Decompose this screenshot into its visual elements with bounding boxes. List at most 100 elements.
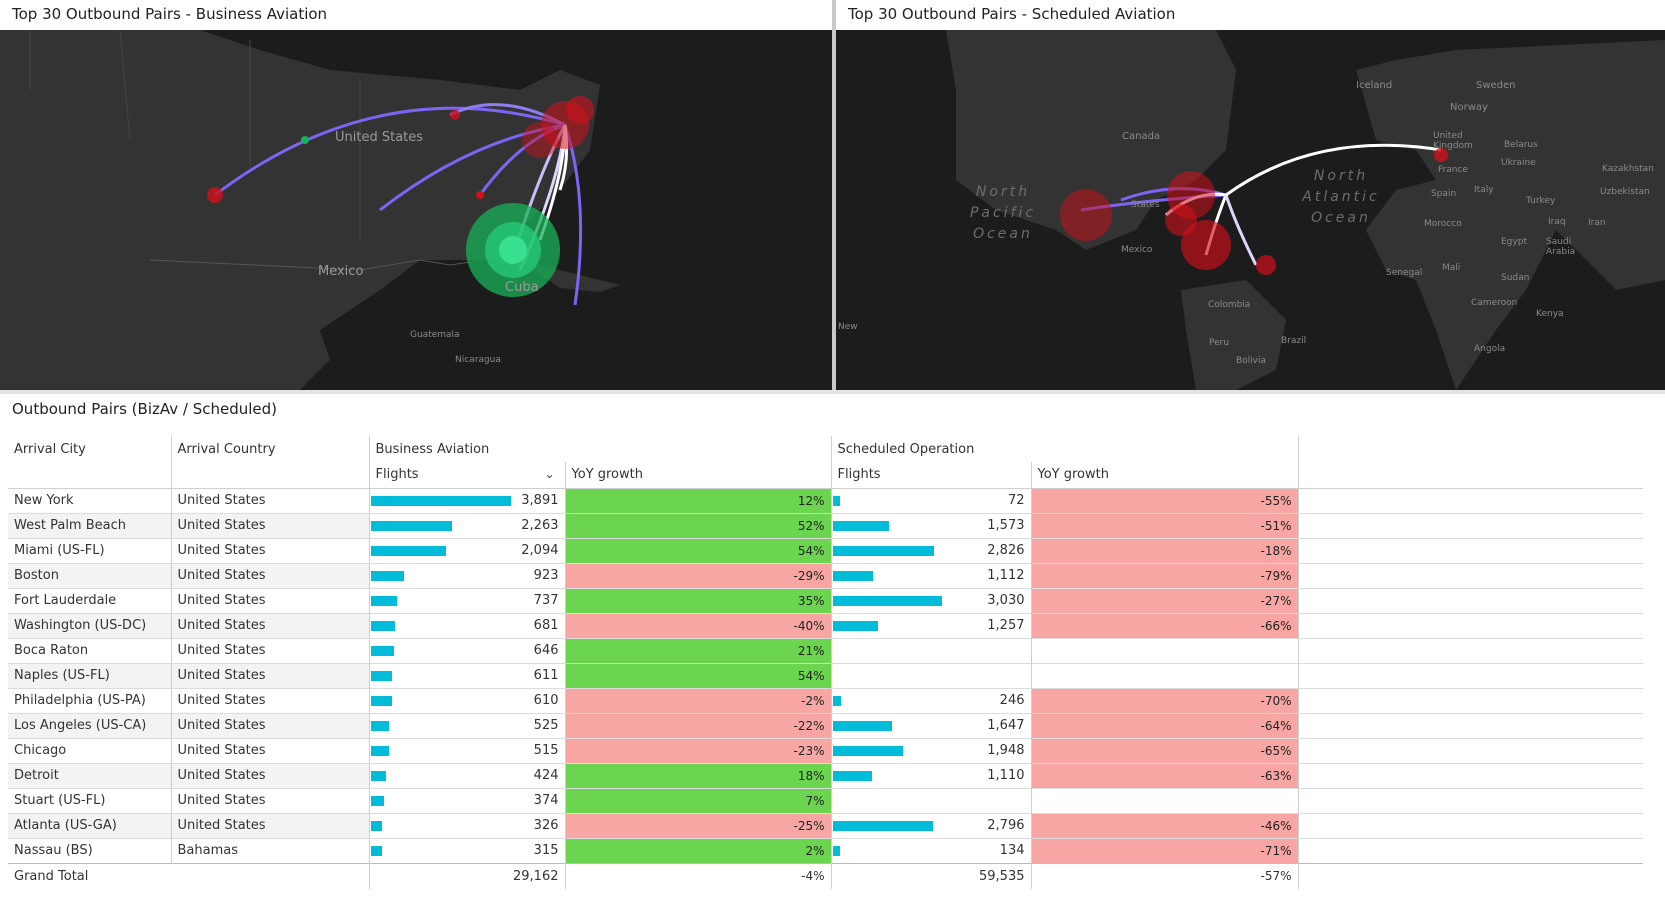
biz-yoy-cell: -2% xyxy=(564,688,831,713)
header-sch-flights[interactable]: Flights xyxy=(830,462,1031,489)
biz-flights-value: 681 xyxy=(533,618,559,633)
scheduled-map[interactable]: Iceland Sweden Norway Canada United King… xyxy=(836,30,1665,390)
map-label-italy: Italy xyxy=(1474,185,1494,195)
sch-flights-cell: 1,647 xyxy=(830,713,1031,738)
arrival-city-cell[interactable]: New York xyxy=(14,493,74,508)
sch-yoy-cell: -79% xyxy=(1030,563,1298,588)
biz-flights-cell: 374 xyxy=(368,788,565,813)
arrival-city-cell[interactable]: Washington (US-DC) xyxy=(8,613,171,638)
row-spacer xyxy=(1297,738,1643,763)
arrival-city-cell[interactable]: Stuart (US-FL) xyxy=(14,793,106,808)
arrival-city-cell[interactable]: Miami (US-FL) xyxy=(14,543,105,558)
arrival-country-cell: United States xyxy=(170,513,369,538)
grand-total-label: Grand Total xyxy=(8,862,369,889)
biz-yoy-cell: -40% xyxy=(564,613,831,638)
biz-flights-cell: 2,094 xyxy=(368,538,565,563)
biz-flights-bar xyxy=(370,745,390,756)
table-row[interactable]: Nassau (BS) Bahamas 315 2% 134 -71% xyxy=(8,838,1643,863)
biz-yoy-cell: 21% xyxy=(564,638,831,663)
map-label-ukraine: Ukraine xyxy=(1501,158,1536,168)
sch-flights-bar xyxy=(832,695,842,706)
biz-flights-bar xyxy=(370,595,398,606)
row-spacer xyxy=(1297,638,1643,663)
sch-flights-value: 1,948 xyxy=(987,743,1025,758)
table-row[interactable]: Boston United States 923 -29% 1,112 -79% xyxy=(8,563,1643,588)
table-row[interactable]: Stuart (US-FL) United States 374 7% xyxy=(8,788,1643,813)
row-spacer xyxy=(1297,763,1643,788)
sch-flights-value: 2,796 xyxy=(987,818,1025,833)
header-arrival-country[interactable]: Arrival Country xyxy=(170,436,369,462)
arrival-country-cell: United States xyxy=(170,688,369,713)
header-spacer-2 xyxy=(1297,462,1643,489)
biz-yoy-cell: 54% xyxy=(564,538,831,563)
section-separator xyxy=(0,390,1665,394)
arrival-city-cell[interactable]: West Palm Beach xyxy=(8,513,171,538)
sch-yoy-cell: -63% xyxy=(1030,763,1298,788)
arrival-city-cell[interactable]: Fort Lauderdale xyxy=(14,593,117,608)
table-row[interactable]: Boca Raton United States 646 21% xyxy=(8,638,1643,663)
header-sch-yoy[interactable]: YoY growth xyxy=(1030,462,1298,489)
biz-yoy-cell: 35% xyxy=(564,588,831,613)
row-spacer xyxy=(1297,688,1643,713)
arrival-city-cell[interactable]: Boston xyxy=(8,563,171,588)
biz-flights-bar xyxy=(370,645,394,656)
biz-flights-value: 424 xyxy=(533,768,559,783)
arrival-country-cell: United States xyxy=(170,563,369,588)
arrival-city-cell[interactable]: Nassau (BS) xyxy=(14,843,93,858)
table-row[interactable]: Fort Lauderdale United States 737 35% 3,030-… xyxy=(8,588,1643,613)
table-row[interactable]: Atlanta (US-GA) United States 326 -25% 2,796… xyxy=(8,813,1643,838)
map-label-brazil: Brazil xyxy=(1281,336,1307,346)
sch-flights-bar xyxy=(832,570,873,581)
biz-flights-bar xyxy=(370,670,393,681)
sch-flights-cell: 1,948 xyxy=(830,738,1031,763)
map-label-uzbekistan: Uzbekistan xyxy=(1600,187,1650,197)
table-row[interactable]: Philadelphia (US-PA) United States 610 -2% 2… xyxy=(8,688,1643,713)
map-label-mexico: Mexico xyxy=(318,264,364,279)
header-business-aviation[interactable]: Business Aviation xyxy=(368,436,831,462)
arrival-country-cell: Bahamas xyxy=(170,838,369,863)
table-row[interactable]: Washington (US-DC) United States 681 -40% 1,… xyxy=(8,613,1643,638)
table-row[interactable]: Miami (US-FL) United States 2,094 54% 2,826-… xyxy=(8,538,1643,563)
map-label-guatemala: Guatemala xyxy=(410,330,460,340)
biz-yoy-cell: -29% xyxy=(564,563,831,588)
biz-yoy-cell: -23% xyxy=(564,738,831,763)
row-spacer xyxy=(1297,588,1643,613)
arrival-city-cell[interactable]: Naples (US-FL) xyxy=(8,663,171,688)
sch-flights-cell: 134 xyxy=(830,838,1031,863)
biz-flights-cell: 681 xyxy=(368,613,565,638)
sch-yoy-cell xyxy=(1030,788,1298,813)
header-scheduled-operation[interactable]: Scheduled Operation xyxy=(830,436,1298,462)
map-label-mexico-r: Mexico xyxy=(1121,245,1153,255)
table-row[interactable]: Detroit United States 424 18% 1,110 -63% xyxy=(8,763,1643,788)
outbound-pairs-table[interactable]: Arrival City Arrival Country Business Av… xyxy=(8,436,1643,889)
table-row[interactable]: Chicago United States 515 -23% 1,948 -65% xyxy=(8,738,1643,763)
arrival-city-cell[interactable]: Atlanta (US-GA) xyxy=(8,813,171,838)
biz-flights-value: 374 xyxy=(533,793,559,808)
arrival-city-cell[interactable]: Boca Raton xyxy=(14,643,89,658)
table-row[interactable]: West Palm Beach United States 2,263 52% 1,57… xyxy=(8,513,1643,538)
biz-yoy-cell: 18% xyxy=(564,763,831,788)
header-biz-flights-label: Flights xyxy=(375,467,419,483)
header-biz-yoy[interactable]: YoY growth xyxy=(564,462,831,489)
table-row[interactable]: Naples (US-FL) United States 611 54% xyxy=(8,663,1643,688)
arrival-city-cell[interactable]: Los Angeles (US-CA) xyxy=(8,713,171,738)
map-label-belarus: Belarus xyxy=(1504,140,1538,150)
header-biz-flights[interactable]: Flights ⌄ xyxy=(368,462,565,489)
sch-yoy-cell: -55% xyxy=(1030,488,1298,513)
arrival-country-cell: United States xyxy=(170,738,369,763)
arrival-city-cell[interactable]: Philadelphia (US-PA) xyxy=(14,693,146,708)
sch-flights-cell: 2,826 xyxy=(830,538,1031,563)
arrival-city-cell[interactable]: Chicago xyxy=(14,743,67,758)
map-label-spain: Spain xyxy=(1431,189,1457,199)
table-row[interactable]: New York United States 3,891 12% 72 -55% xyxy=(8,488,1643,513)
bizav-map[interactable]: United States Mexico Cuba Guatemala Nica… xyxy=(0,30,832,390)
sch-flights-value: 1,573 xyxy=(987,518,1025,533)
chevron-down-icon[interactable]: ⌄ xyxy=(544,467,555,482)
biz-flights-bar xyxy=(370,795,384,806)
header-arrival-city[interactable]: Arrival City xyxy=(14,441,86,457)
map-label-morocco: Morocco xyxy=(1424,219,1462,229)
sch-flights-cell: 3,030 xyxy=(830,588,1031,613)
grand-total-sch-yoy: -57% xyxy=(1030,862,1298,889)
table-row[interactable]: Los Angeles (US-CA) United States 525 -22% 1… xyxy=(8,713,1643,738)
arrival-city-cell[interactable]: Detroit xyxy=(8,763,171,788)
